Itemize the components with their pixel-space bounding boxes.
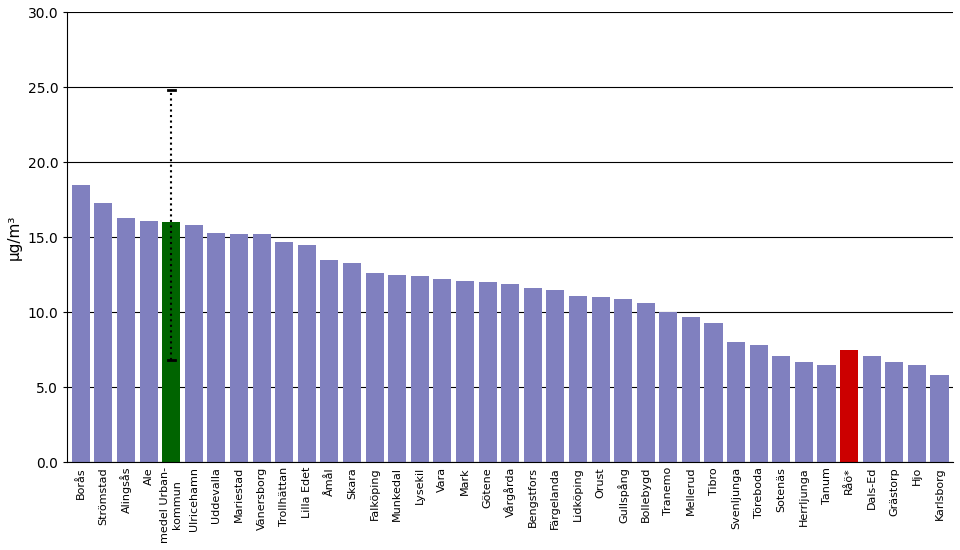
Y-axis label: µg/m³: µg/m³: [7, 214, 22, 260]
Bar: [321, 260, 339, 462]
Bar: [72, 185, 90, 462]
Bar: [139, 221, 157, 462]
Bar: [885, 362, 903, 462]
Bar: [795, 362, 813, 462]
Bar: [117, 218, 135, 462]
Bar: [478, 282, 496, 462]
Bar: [818, 365, 835, 462]
Bar: [750, 345, 768, 462]
Bar: [660, 312, 678, 462]
Bar: [840, 350, 858, 462]
Bar: [705, 323, 723, 462]
Bar: [456, 280, 474, 462]
Bar: [162, 222, 180, 462]
Bar: [366, 273, 384, 462]
Bar: [682, 317, 700, 462]
Bar: [230, 234, 248, 462]
Bar: [433, 279, 451, 462]
Bar: [727, 342, 745, 462]
Bar: [636, 303, 655, 462]
Bar: [298, 245, 316, 462]
Bar: [930, 375, 948, 462]
Bar: [184, 226, 203, 462]
Bar: [388, 275, 406, 462]
Bar: [614, 299, 633, 462]
Bar: [343, 263, 361, 462]
Bar: [524, 288, 541, 462]
Bar: [863, 356, 880, 462]
Bar: [411, 276, 429, 462]
Bar: [591, 297, 610, 462]
Bar: [501, 284, 519, 462]
Bar: [772, 356, 790, 462]
Bar: [276, 242, 293, 462]
Bar: [94, 203, 112, 462]
Bar: [207, 233, 226, 462]
Bar: [908, 365, 926, 462]
Bar: [569, 296, 587, 462]
Bar: [546, 290, 564, 462]
Bar: [252, 234, 271, 462]
